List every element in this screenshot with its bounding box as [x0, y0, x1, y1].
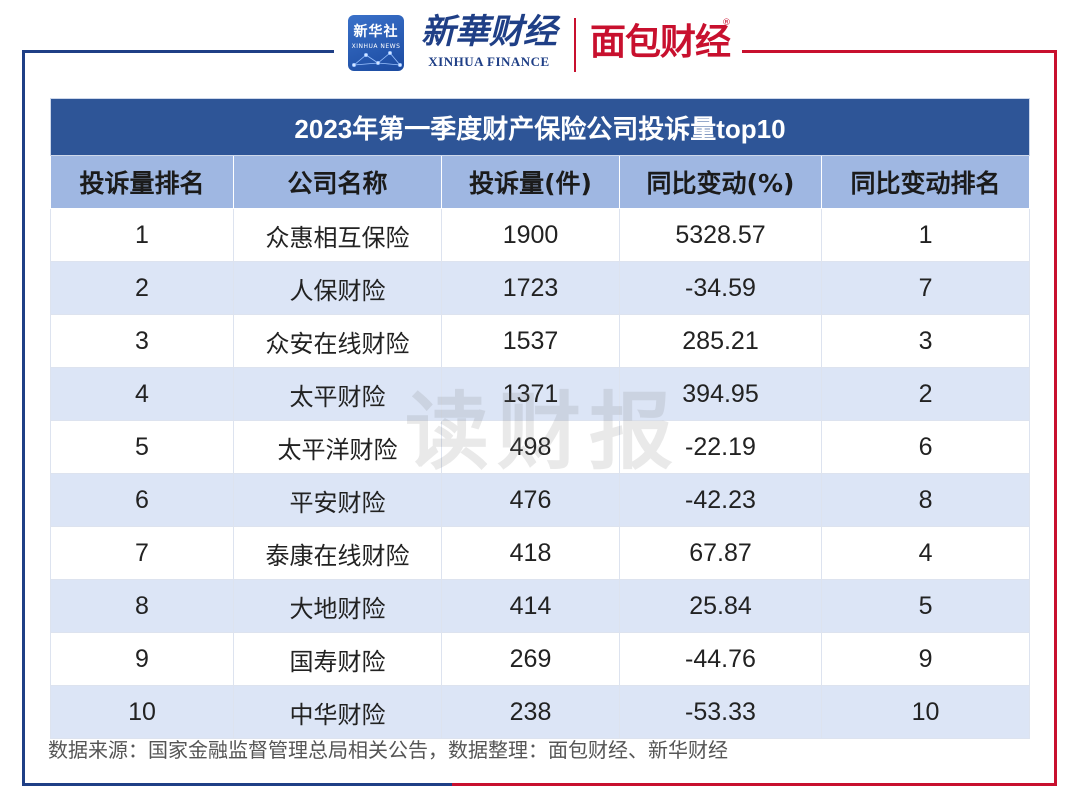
table-row: 7 泰康在线财险 418 67.87 4 [50, 526, 1031, 580]
cell-yoy-rank: 7 [820, 261, 1031, 315]
cell-company: 众安在线财险 [233, 314, 442, 368]
xinhua-logo-subtext: XINHUA NEWS [351, 43, 401, 50]
xinhua-finance-en: XINHUA FINANCE [428, 54, 550, 69]
cell-rank: 7 [50, 526, 234, 580]
frame-border-right [1054, 50, 1057, 786]
cell-yoy-rank: 10 [820, 685, 1031, 739]
xinhua-finance-logo: 新華财经 XINHUA FINANCE [414, 12, 564, 70]
cell-complaints: 1723 [441, 261, 620, 315]
cell-complaints: 476 [441, 473, 620, 527]
cell-yoy-change: -53.33 [619, 685, 822, 739]
logo-divider [574, 18, 576, 72]
frame-border-top-left [22, 50, 334, 53]
registered-mark: ® [722, 18, 731, 28]
column-header-rank: 投诉量排名 [50, 155, 234, 209]
frame-border-left [22, 50, 25, 786]
table-row: 2 人保财险 1723 -34.59 7 [50, 261, 1031, 315]
cell-yoy-change: 5328.57 [619, 208, 822, 262]
xinhua-news-logo: 新华社 XINHUA NEWS [348, 15, 404, 71]
cell-rank: 9 [50, 632, 234, 686]
mianbao-finance-logo: 面包财经 [590, 22, 731, 63]
frame-border-top-right [742, 50, 1057, 53]
cell-yoy-change: 285.21 [619, 314, 822, 368]
column-header-company: 公司名称 [233, 155, 442, 209]
cell-complaints: 1537 [441, 314, 620, 368]
cell-yoy-change: -34.59 [619, 261, 822, 315]
cell-company: 中华财险 [233, 685, 442, 739]
cell-company: 太平洋财险 [233, 420, 442, 474]
cell-rank: 4 [50, 367, 234, 421]
cell-yoy-rank: 6 [820, 420, 1031, 474]
cell-company: 大地财险 [233, 579, 442, 633]
table-title-row: 2023年第一季度财产保险公司投诉量top10 [49, 98, 1031, 156]
xinhua-logo-text: 新华社 [353, 24, 399, 40]
cell-yoy-change: -44.76 [619, 632, 822, 686]
cell-company: 泰康在线财险 [233, 526, 442, 580]
column-header-yoy-change: 同比变动(%) [619, 155, 822, 209]
cell-complaints: 1900 [441, 208, 620, 262]
table-row: 10 中华财险 238 -53.33 10 [50, 685, 1031, 739]
cell-company: 平安财险 [233, 473, 442, 527]
table-row: 4 太平财险 1371 394.95 2 [50, 367, 1031, 421]
cell-yoy-rank: 4 [820, 526, 1031, 580]
cell-complaints: 418 [441, 526, 620, 580]
cell-complaints: 414 [441, 579, 620, 633]
cell-yoy-change: -42.23 [619, 473, 822, 527]
cell-complaints: 269 [441, 632, 620, 686]
cell-yoy-change: 25.84 [619, 579, 822, 633]
table-row: 6 平安财险 476 -42.23 8 [50, 473, 1031, 527]
frame-border-bottom-left [22, 783, 452, 786]
cell-company: 太平财险 [233, 367, 442, 421]
cell-yoy-change: -22.19 [619, 420, 822, 474]
frame-border-bottom-right [452, 783, 1057, 786]
cell-complaints: 498 [441, 420, 620, 474]
table-row: 5 太平洋财险 498 -22.19 6 [50, 420, 1031, 474]
cell-yoy-rank: 5 [820, 579, 1031, 633]
cell-rank: 6 [50, 473, 234, 527]
cell-company: 人保财险 [233, 261, 442, 315]
cell-yoy-rank: 1 [820, 208, 1031, 262]
cell-complaints: 238 [441, 685, 620, 739]
cell-rank: 2 [50, 261, 234, 315]
cell-yoy-change: 67.87 [619, 526, 822, 580]
cell-rank: 5 [50, 420, 234, 474]
table-row: 8 大地财险 414 25.84 5 [50, 579, 1031, 633]
table-row: 9 国寿财险 269 -44.76 9 [50, 632, 1031, 686]
column-header-complaints: 投诉量(件) [441, 155, 620, 209]
data-source-note: 数据来源：国家金融监督管理总局相关公告，数据整理：面包财经、新华财经 [48, 738, 728, 762]
cell-yoy-rank: 2 [820, 367, 1031, 421]
xinhua-finance-cn: 新華财经 [421, 12, 557, 52]
network-pattern-icon [352, 51, 403, 67]
table-row: 1 众惠相互保险 1900 5328.57 1 [50, 208, 1031, 262]
cell-rank: 1 [50, 208, 234, 262]
cell-rank: 10 [50, 685, 234, 739]
table-row: 3 众安在线财险 1537 285.21 3 [50, 314, 1031, 368]
complaint-ranking-table: 2023年第一季度财产保险公司投诉量top10 投诉量排名 公司名称 投诉量(件… [49, 98, 1031, 739]
table-title: 2023年第一季度财产保险公司投诉量top10 [49, 98, 1031, 156]
cell-complaints: 1371 [441, 367, 620, 421]
cell-yoy-change: 394.95 [619, 367, 822, 421]
cell-company: 众惠相互保险 [233, 208, 442, 262]
cell-company: 国寿财险 [233, 632, 442, 686]
cell-rank: 3 [50, 314, 234, 368]
column-header-yoy-rank: 同比变动排名 [820, 155, 1031, 209]
cell-yoy-rank: 3 [820, 314, 1031, 368]
cell-yoy-rank: 8 [820, 473, 1031, 527]
cell-rank: 8 [50, 579, 234, 633]
cell-yoy-rank: 9 [820, 632, 1031, 686]
complaint-table-container: 2023年第一季度财产保险公司投诉量top10 投诉量排名 公司名称 投诉量(件… [49, 98, 1031, 739]
table-header-row: 投诉量排名 公司名称 投诉量(件) 同比变动(%) 同比变动排名 [50, 155, 1031, 209]
